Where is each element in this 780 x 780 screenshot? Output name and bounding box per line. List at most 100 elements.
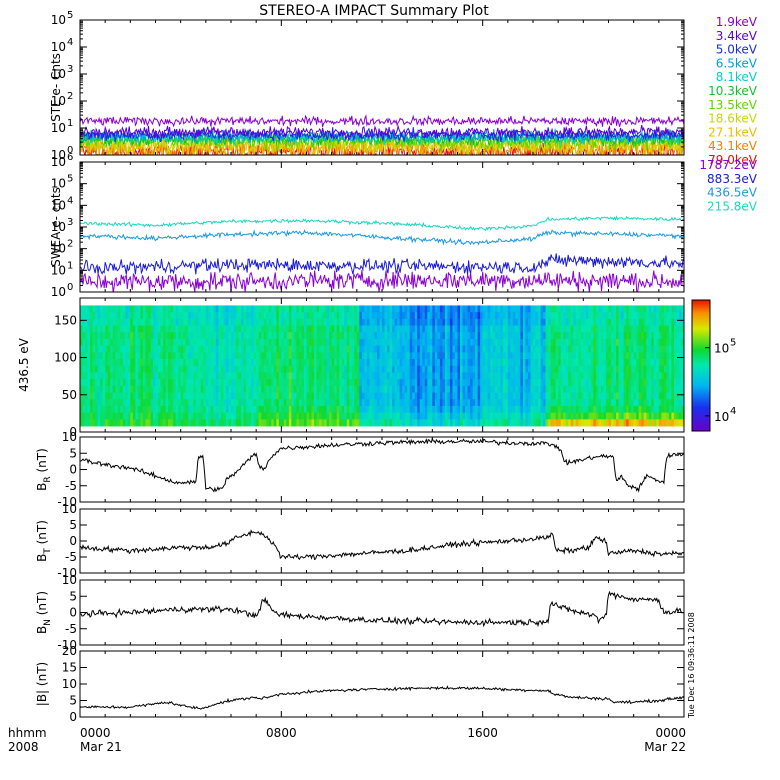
heatmap-cell xyxy=(163,372,166,380)
heatmap-cell xyxy=(276,405,280,414)
heatmap-cell xyxy=(319,379,322,387)
heatmap-cell xyxy=(641,352,645,360)
heatmap-cell xyxy=(115,412,119,420)
heatmap-cell xyxy=(364,412,368,420)
heatmap-cell xyxy=(522,359,526,367)
heatmap-cell xyxy=(616,419,619,427)
heatmap-cell xyxy=(195,359,199,367)
heatmap-cell xyxy=(500,332,504,340)
heatmap-cell xyxy=(258,305,262,313)
heatmap-cell xyxy=(621,352,624,360)
heatmap-cell xyxy=(258,405,262,414)
heatmap-cell xyxy=(137,372,141,380)
heatmap-cell xyxy=(319,392,322,400)
heatmap-cell xyxy=(409,372,413,380)
heatmap-cell xyxy=(150,379,154,387)
heatmap-cell xyxy=(663,392,667,400)
heatmap-cell xyxy=(306,379,310,387)
heatmap-cell xyxy=(495,305,499,313)
heatmap-cell xyxy=(346,405,350,414)
heatmap-cell xyxy=(515,325,519,333)
heatmap-cell xyxy=(646,312,650,320)
heatmap-cell xyxy=(387,412,390,420)
heatmap-cell xyxy=(538,338,541,347)
heatmap-cell xyxy=(525,359,529,367)
heatmap-cell xyxy=(175,412,179,420)
heatmap-cell xyxy=(412,325,416,333)
heatmap-cell xyxy=(510,345,514,353)
heatmap-cell xyxy=(412,365,416,373)
heatmap-cell xyxy=(631,338,635,347)
heatmap-cell xyxy=(485,419,489,427)
heatmap-cell xyxy=(165,412,169,420)
heatmap-cell xyxy=(618,412,622,420)
heatmap-cell xyxy=(122,338,126,347)
y-tick-label: 10 xyxy=(51,13,66,27)
heatmap-cell xyxy=(658,379,662,387)
heatmap-cell xyxy=(281,419,285,427)
heatmap-cell xyxy=(160,399,164,407)
heatmap-cell xyxy=(387,372,390,380)
heatmap-cell xyxy=(563,312,567,320)
heatmap-cell xyxy=(417,345,421,353)
heatmap-cell xyxy=(475,312,479,320)
heatmap-cell xyxy=(220,318,224,326)
heatmap-cell xyxy=(673,379,677,387)
heatmap-cell xyxy=(200,352,204,360)
heatmap-cell xyxy=(193,385,197,393)
heatmap-cell xyxy=(271,372,275,380)
heatmap-cell xyxy=(268,332,272,340)
heatmap-cell xyxy=(218,325,222,333)
heatmap-cell xyxy=(376,305,380,313)
heatmap-cell xyxy=(565,305,569,313)
heatmap-cell xyxy=(603,332,607,340)
heatmap-cell xyxy=(266,338,270,347)
heatmap-cell xyxy=(364,399,368,407)
heatmap-cell xyxy=(311,405,315,414)
heatmap-cell xyxy=(402,318,406,326)
heatmap-cell xyxy=(560,359,564,367)
heatmap-cell xyxy=(369,352,373,360)
heatmap-cell xyxy=(527,419,531,427)
heatmap-cell xyxy=(366,352,370,360)
heatmap-cell xyxy=(515,345,519,353)
heatmap-cell xyxy=(296,412,300,420)
heatmap-cell xyxy=(656,372,660,380)
heatmap-cell xyxy=(497,379,501,387)
heatmap-cell xyxy=(178,352,182,360)
heatmap-cell xyxy=(555,352,559,360)
heatmap-cell xyxy=(402,345,406,353)
heatmap-cell xyxy=(673,392,677,400)
heatmap-cell xyxy=(376,345,380,353)
heatmap-cell xyxy=(309,359,312,367)
heatmap-cell xyxy=(198,419,202,427)
heatmap-cell xyxy=(533,419,536,427)
heatmap-cell xyxy=(303,338,307,347)
heatmap-cell xyxy=(636,359,640,367)
heatmap-cell xyxy=(175,345,179,353)
heatmap-cell xyxy=(110,359,114,367)
heatmap-cell xyxy=(183,325,187,333)
heatmap-cell xyxy=(661,385,665,393)
heatmap-cell xyxy=(543,412,546,420)
heatmap-cell xyxy=(621,372,624,380)
heatmap-cell xyxy=(558,419,562,427)
heatmap-cell xyxy=(618,332,622,340)
heatmap-cell xyxy=(288,419,292,427)
heatmap-cell xyxy=(485,332,489,340)
heatmap-cell xyxy=(676,405,680,414)
heatmap-cell xyxy=(190,365,194,373)
heatmap-cell xyxy=(558,318,562,326)
heatmap-cell xyxy=(273,392,277,400)
heatmap-cell xyxy=(115,312,119,320)
heatmap-cell xyxy=(311,379,315,387)
heatmap-cell xyxy=(283,352,287,360)
heatmap-cell xyxy=(321,385,325,393)
heatmap-cell xyxy=(117,405,121,414)
heatmap-cell xyxy=(155,305,159,313)
heatmap-cell xyxy=(243,312,247,320)
heatmap-cell xyxy=(593,325,597,333)
heatmap-cell xyxy=(95,325,99,333)
heatmap-cell xyxy=(125,405,129,414)
heatmap-cell xyxy=(522,345,526,353)
